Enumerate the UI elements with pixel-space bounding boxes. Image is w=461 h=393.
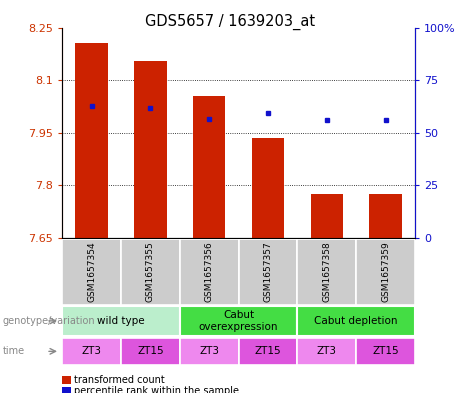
- Bar: [121, 338, 180, 365]
- Text: Cabut depletion: Cabut depletion: [314, 316, 398, 326]
- Text: ZT3: ZT3: [317, 346, 337, 356]
- Text: GSM1657354: GSM1657354: [87, 241, 96, 302]
- Bar: [180, 306, 297, 336]
- Bar: [252, 138, 284, 238]
- Text: ZT15: ZT15: [254, 346, 281, 356]
- Text: ZT3: ZT3: [199, 346, 219, 356]
- Text: ZT15: ZT15: [137, 346, 164, 356]
- Bar: [180, 239, 239, 305]
- Text: Cabut
overexpression: Cabut overexpression: [199, 310, 278, 332]
- Text: genotype/variation: genotype/variation: [2, 316, 95, 326]
- Text: GSM1657355: GSM1657355: [146, 241, 155, 302]
- Bar: [239, 338, 297, 365]
- Bar: [297, 306, 415, 336]
- Bar: [311, 194, 343, 238]
- Bar: [193, 96, 225, 238]
- Bar: [62, 306, 180, 336]
- Bar: [121, 239, 180, 305]
- Bar: [369, 194, 402, 238]
- Bar: [356, 338, 415, 365]
- Text: GSM1657358: GSM1657358: [322, 241, 331, 302]
- Text: ZT3: ZT3: [82, 346, 101, 356]
- Text: GSM1657357: GSM1657357: [263, 241, 272, 302]
- Bar: [239, 239, 297, 305]
- Bar: [356, 239, 415, 305]
- Bar: [297, 239, 356, 305]
- Text: ZT15: ZT15: [372, 346, 399, 356]
- Bar: [297, 338, 356, 365]
- Text: GDS5657 / 1639203_at: GDS5657 / 1639203_at: [145, 14, 316, 30]
- Text: GSM1657356: GSM1657356: [205, 241, 214, 302]
- Bar: [134, 61, 166, 238]
- Bar: [62, 239, 121, 305]
- Text: wild type: wild type: [97, 316, 145, 326]
- Bar: [62, 376, 71, 384]
- Text: GSM1657359: GSM1657359: [381, 241, 390, 302]
- Bar: [62, 338, 121, 365]
- Bar: [62, 387, 71, 393]
- Text: time: time: [2, 346, 24, 356]
- Bar: [180, 338, 239, 365]
- Text: transformed count: transformed count: [74, 375, 165, 386]
- Text: percentile rank within the sample: percentile rank within the sample: [74, 386, 239, 393]
- Bar: [76, 43, 108, 238]
